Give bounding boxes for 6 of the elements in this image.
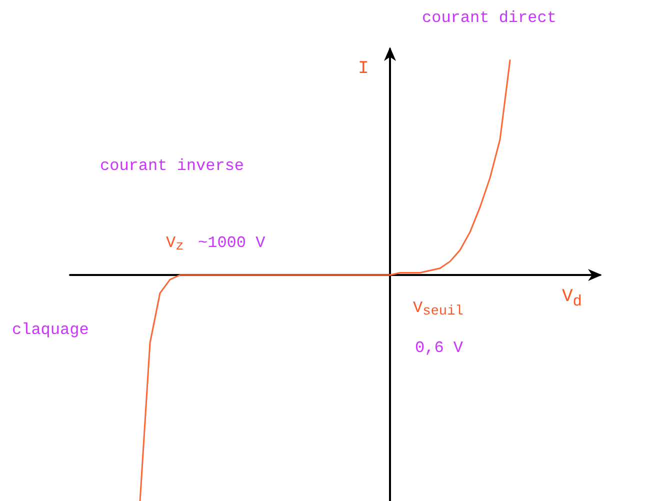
annotation: 0,6 V xyxy=(415,339,464,357)
annotation: claquage xyxy=(12,321,89,339)
annotation: ~1000 V xyxy=(198,234,266,252)
text: courant direct xyxy=(422,9,556,27)
y-axis-title: I xyxy=(358,59,369,79)
annotation: courant inverse xyxy=(100,157,244,175)
